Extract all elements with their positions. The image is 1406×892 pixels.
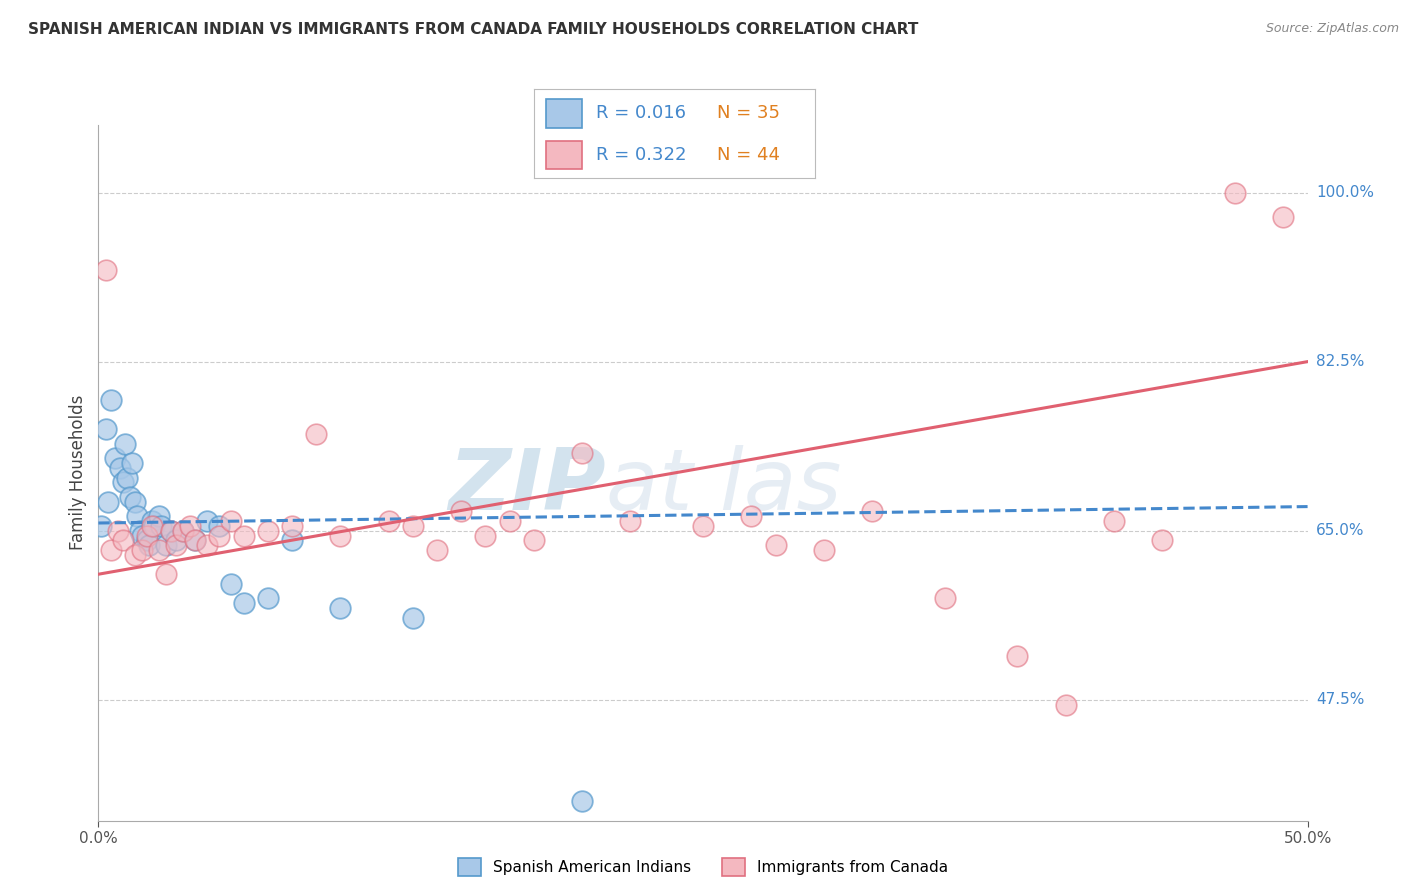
Point <box>1007 649 1029 664</box>
Point <box>141 514 163 528</box>
Point <box>184 533 207 548</box>
Point <box>148 509 170 524</box>
Point <box>860 504 883 518</box>
Point <box>135 528 157 542</box>
Text: N = 44: N = 44 <box>717 146 780 164</box>
Point <box>329 528 352 542</box>
Point <box>474 528 496 542</box>
Point <box>692 519 714 533</box>
Point <box>160 524 183 538</box>
Point <box>165 538 187 552</box>
Point <box>118 490 141 504</box>
Point <box>402 610 425 624</box>
Point <box>281 533 304 548</box>
Text: R = 0.016: R = 0.016 <box>596 104 686 122</box>
Point <box>208 528 231 542</box>
Point <box>100 393 122 408</box>
Text: at las: at las <box>606 445 842 528</box>
Text: ZIP: ZIP <box>449 445 606 528</box>
Text: SPANISH AMERICAN INDIAN VS IMMIGRANTS FROM CANADA FAMILY HOUSEHOLDS CORRELATION : SPANISH AMERICAN INDIAN VS IMMIGRANTS FR… <box>28 22 918 37</box>
Point <box>165 533 187 548</box>
Text: R = 0.322: R = 0.322 <box>596 146 686 164</box>
Point <box>160 524 183 538</box>
Bar <box>546 141 582 169</box>
Text: 100.0%: 100.0% <box>1316 185 1374 200</box>
Point <box>934 591 956 606</box>
Point <box>813 543 835 558</box>
Point <box>155 538 177 552</box>
Point <box>377 514 399 528</box>
Point <box>150 519 173 533</box>
Y-axis label: Family Households: Family Households <box>69 395 87 550</box>
Point <box>619 514 641 528</box>
Point <box>1102 514 1125 528</box>
Point <box>121 456 143 470</box>
Point <box>148 543 170 558</box>
Point <box>90 519 112 533</box>
Point <box>232 528 254 542</box>
Point <box>281 519 304 533</box>
Text: N = 35: N = 35 <box>717 104 780 122</box>
Point <box>523 533 546 548</box>
Point <box>172 524 194 538</box>
Point <box>155 567 177 582</box>
Text: 47.5%: 47.5% <box>1316 692 1364 707</box>
Point <box>740 509 762 524</box>
Point <box>111 475 134 490</box>
Point <box>1223 186 1246 200</box>
Point <box>765 538 787 552</box>
Point <box>104 451 127 466</box>
Point <box>195 538 218 552</box>
Point <box>94 422 117 436</box>
Point <box>184 533 207 548</box>
Point <box>124 494 146 508</box>
Text: 82.5%: 82.5% <box>1316 354 1364 369</box>
Point <box>256 524 278 538</box>
Point <box>128 524 150 538</box>
Point <box>571 794 593 808</box>
Point <box>179 519 201 533</box>
Point <box>108 461 131 475</box>
Point <box>256 591 278 606</box>
Point <box>208 519 231 533</box>
Point <box>450 504 472 518</box>
Point <box>172 524 194 538</box>
Point <box>127 509 149 524</box>
Point <box>221 514 243 528</box>
Point <box>1152 533 1174 548</box>
Point <box>111 533 134 548</box>
Point <box>402 519 425 533</box>
Point <box>97 494 120 508</box>
Legend: Spanish American Indians, Immigrants from Canada: Spanish American Indians, Immigrants fro… <box>451 852 955 882</box>
Point <box>1272 210 1295 224</box>
Point <box>498 514 520 528</box>
Point <box>138 538 160 552</box>
Point <box>131 528 153 542</box>
Point <box>305 427 328 442</box>
Point <box>426 543 449 558</box>
Point <box>221 577 243 591</box>
Text: 65.0%: 65.0% <box>1316 524 1364 538</box>
Point <box>114 437 136 451</box>
Point <box>124 548 146 562</box>
Point <box>571 446 593 460</box>
Point <box>117 470 139 484</box>
Bar <box>546 99 582 128</box>
Point <box>135 533 157 548</box>
Point <box>329 601 352 615</box>
Point <box>100 543 122 558</box>
Point <box>131 543 153 558</box>
Point <box>1054 698 1077 712</box>
Text: Source: ZipAtlas.com: Source: ZipAtlas.com <box>1265 22 1399 36</box>
Point <box>141 519 163 533</box>
Point <box>94 263 117 277</box>
Point <box>195 514 218 528</box>
Point <box>143 519 166 533</box>
Point <box>107 524 129 538</box>
Point <box>232 596 254 610</box>
